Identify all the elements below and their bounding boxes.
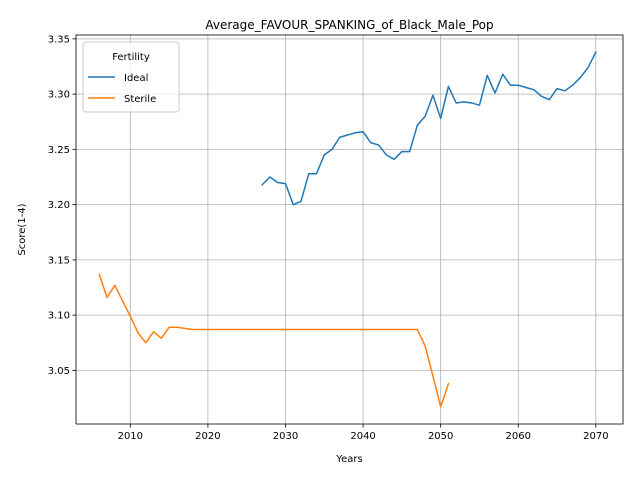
series-lines bbox=[98, 51, 597, 408]
x-tick-label: 2060 bbox=[506, 431, 531, 442]
legend: Fertility Ideal Sterile bbox=[82, 41, 180, 113]
y-tick-label: 3.15 bbox=[48, 255, 70, 266]
y-tick-label: 3.05 bbox=[48, 366, 70, 377]
y-tick-label: 3.10 bbox=[48, 311, 70, 322]
x-axis-label: Years bbox=[335, 454, 362, 465]
series-line-ideal bbox=[261, 51, 597, 206]
x-tick-label: 2010 bbox=[118, 431, 143, 442]
plot-area-frame bbox=[75, 34, 624, 425]
y-axis-label: Score(1-4) bbox=[17, 203, 28, 255]
x-tick-label: 2030 bbox=[273, 431, 298, 442]
x-axis-ticks: 2010 2020 2030 2040 2050 2060 2070 bbox=[118, 424, 609, 442]
legend-box bbox=[82, 41, 180, 113]
series-line-sterile bbox=[98, 273, 450, 408]
x-tick-label: 2070 bbox=[583, 431, 608, 442]
y-tick-label: 3.30 bbox=[48, 90, 70, 101]
chart-title: Average_FAVOUR_SPANKING_of_Black_Male_Po… bbox=[205, 18, 493, 32]
x-tick-label: 2020 bbox=[195, 431, 220, 442]
y-tick-label: 3.25 bbox=[48, 145, 70, 156]
y-axis-ticks: 3.05 3.10 3.15 3.20 3.25 3.30 3.35 bbox=[48, 34, 76, 377]
legend-title: Fertility bbox=[112, 52, 150, 63]
y-tick-label: 3.20 bbox=[48, 200, 70, 211]
y-tick-label: 3.35 bbox=[48, 34, 70, 45]
legend-label-ideal: Ideal bbox=[124, 73, 148, 84]
x-tick-label: 2050 bbox=[428, 431, 453, 442]
legend-label-sterile: Sterile bbox=[124, 94, 156, 105]
x-tick-label: 2040 bbox=[350, 431, 375, 442]
grid-lines bbox=[76, 35, 623, 424]
